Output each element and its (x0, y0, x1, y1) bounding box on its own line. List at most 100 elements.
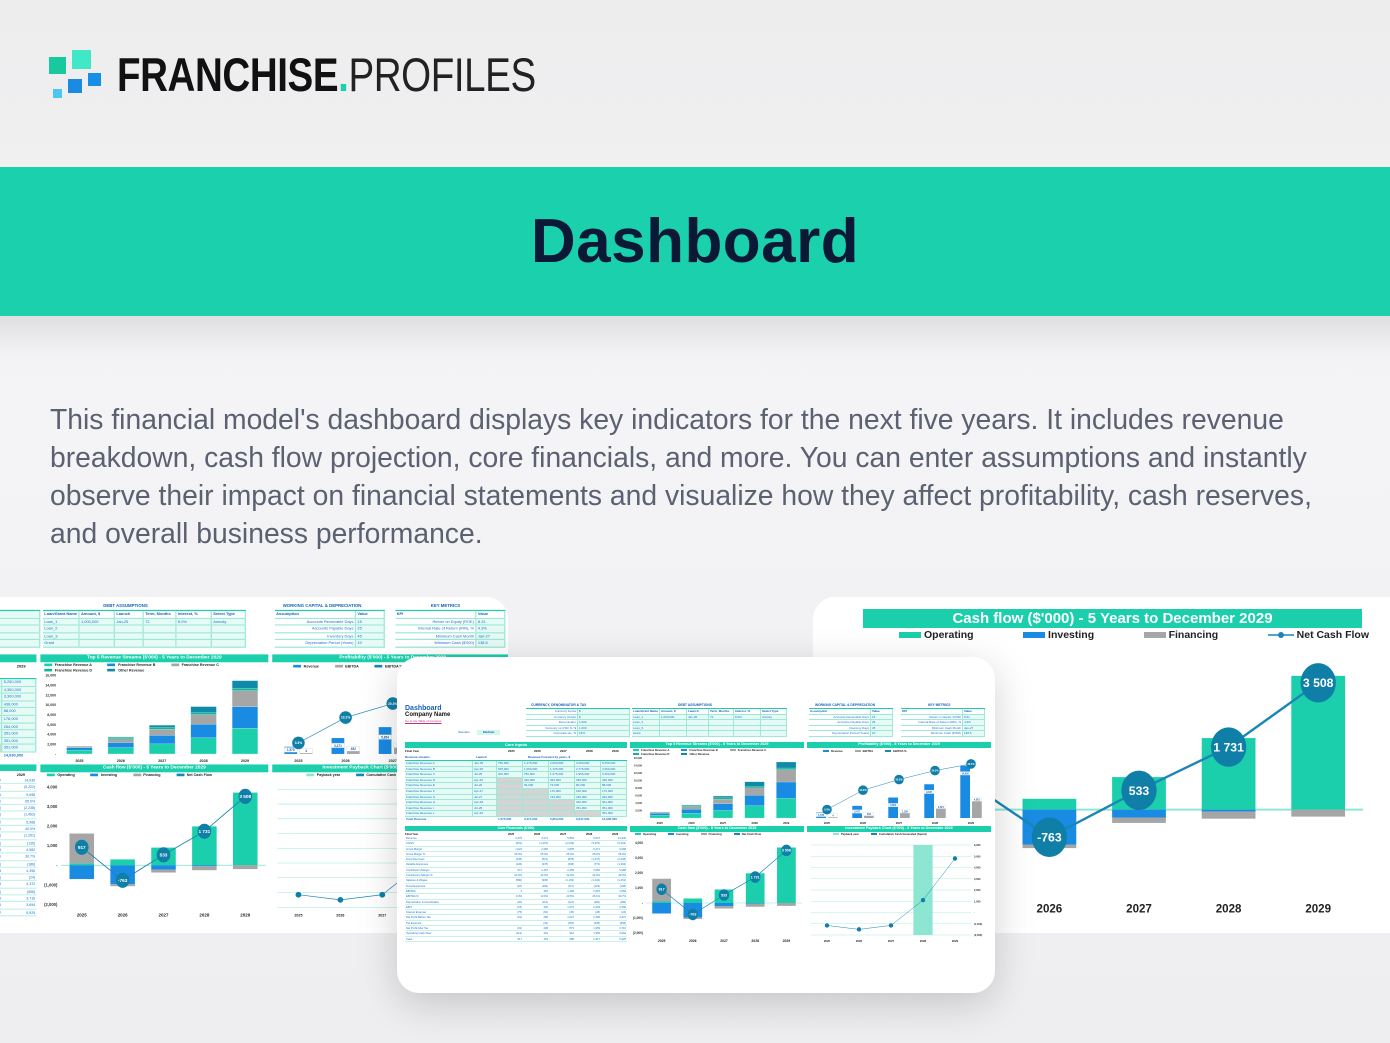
company-name: Company Name (405, 712, 451, 718)
table-cell: Franchise Revenue H (405, 800, 473, 805)
table-cell: (656) (601, 920, 627, 926)
scenario-select[interactable]: Medium (477, 730, 501, 735)
table-cell: Accounts Payable Days (274, 625, 357, 632)
year-header: 2026 (534, 749, 541, 753)
table-cell: 436,000 (601, 777, 627, 783)
y-tick-label: 1,000 (974, 899, 981, 903)
data-label: 1,199 (902, 810, 909, 813)
table-row: Depreciation & Amortization(20)(112)(127… (0, 860, 37, 868)
table-cell: (182) (575, 899, 601, 904)
table-cell: Interest Expense (405, 910, 497, 915)
intro-paragraph: This financial model's dashboard display… (50, 403, 1312, 549)
table-cell: (1,462) (2, 812, 37, 818)
table-cell: 65.0% (575, 851, 601, 857)
legend-item: EBITDA (334, 664, 359, 669)
franchise-profiles-logo[interactable]: FRANCHISE.PROFILES (48, 48, 548, 104)
table-cell: 5,854 (549, 836, 575, 841)
bar-investing (69, 865, 95, 880)
chart-title-bar: Top 5 Revenue Streams ($'000) - 5 Years … (40, 654, 269, 662)
bar-financing (232, 865, 258, 870)
table-row: Minimum Cash Month Jan-27 (395, 633, 506, 641)
table-cell: Franchise Revenue B (405, 766, 473, 772)
table-cell (497, 783, 523, 788)
table-cell: 9,647 (575, 836, 601, 841)
table-cell: Loan_2 (632, 720, 660, 725)
table-cell: 2,305 (575, 915, 601, 920)
legend-item: Financing (700, 833, 722, 836)
table-cell (115, 633, 144, 640)
table-cell (761, 720, 787, 725)
table-row: Fixed Expenses(87)(100)(117)(103)(135) (0, 839, 37, 847)
table-row: Franchise Revenue CJul-25300,000750,0001… (0, 693, 37, 702)
table-cell: 42.6% (497, 873, 523, 878)
x-tick-label: 2025 (294, 913, 302, 917)
table-cell: Jan-25 (687, 714, 709, 720)
table-cell: 2,417 (0, 909, 3, 916)
revenue-streams-chart: - 2,000 4,000 6,000 8,000 10,000 12,000 14,000 1… (45, 674, 258, 763)
table-cell: $ (578, 709, 630, 714)
table-of-contents-link[interactable]: Go to the Table of Contents (405, 718, 442, 723)
table-cell: Grant (42, 640, 80, 647)
table-cell: 65.0% (601, 851, 627, 857)
table-cell (143, 633, 177, 640)
table-cell: (75) (497, 910, 523, 915)
table-cell: (60) (523, 910, 549, 915)
table-row: Loan_2 (42, 625, 247, 634)
table-cell: Annuity (761, 714, 787, 720)
revenue-streams-label: Revenue streams (405, 755, 430, 759)
table-cell: EBITDA % (405, 894, 497, 899)
table-cell: (346) (575, 920, 601, 926)
x-tick-label: 2027 (720, 821, 727, 825)
legend-operating: Operating (899, 629, 974, 641)
table-cell: Franchise Revenue I (405, 805, 473, 811)
table-row: Fixed Expenses(87)(100)(117)(103)(135) (405, 883, 627, 889)
legend-item: Financing (132, 773, 161, 778)
table-cell: 5,968 (601, 867, 627, 873)
table-cell: 2,775,000 (0, 686, 3, 693)
table-cell: Currency Output (526, 714, 578, 720)
table-cell: 176,000 (601, 788, 627, 794)
table-cell (523, 788, 549, 794)
bar-investing (151, 865, 176, 870)
x-tick-label: 2025 (75, 759, 83, 763)
y-tick-label: 6,000 (47, 723, 56, 727)
table-cell: Inventory Days (809, 725, 871, 731)
revenue-bar-segment (190, 714, 217, 725)
logo-square-icon (88, 73, 101, 86)
y-tick-label: 4,000 (635, 801, 642, 805)
currency-section-title: CURRENCY, DENOMINATOR & TAX (531, 703, 587, 707)
table-cell: 320,000 (0, 730, 3, 737)
ebitda-bar (936, 808, 946, 818)
legend-item: Franchise Revenue A (633, 749, 669, 752)
table-cell: (5,222) (2, 784, 37, 791)
table-row: Tax Expense (42)(154)(346)(656) (405, 920, 627, 927)
table-cell: 1,050,000 (523, 766, 549, 772)
ebitda-bar (972, 800, 982, 818)
year-header: 2027 (560, 832, 567, 836)
table-cell: 1,966 (575, 931, 601, 936)
logo-wordmark: FRANCHISE.PROFILES (117, 50, 536, 100)
table-cell: Depreciation & Amortization (405, 899, 497, 904)
table-cell: Launch (115, 611, 144, 618)
table-cell: 2,333 (575, 904, 601, 910)
table-cell: Assumption (274, 611, 357, 618)
net-cash-flow-point (750, 871, 761, 883)
table-cell: (656) (2, 888, 37, 895)
table-cell: Variable Expenses (405, 862, 497, 867)
table-cell (176, 633, 212, 640)
data-label: 20.3% (895, 778, 903, 781)
table-row: Loan/Grant Name Amount, $ Launch Term, Mont… (42, 611, 247, 619)
table-cell: 65.0% (549, 851, 575, 857)
data-label: 2,515 (938, 806, 945, 809)
table-cell: 1,966 (0, 902, 3, 909)
table-cell: 13.0% (523, 894, 549, 899)
table-cell: 750,000 (497, 761, 523, 766)
table-cell: Franchise Revenue G (405, 794, 473, 800)
table-cell: Return on Equity (ROE) (395, 618, 477, 625)
legend-item: Investing (668, 833, 689, 836)
table-cell: 40.0% (601, 873, 627, 878)
data-label: 1,575 (818, 814, 825, 817)
